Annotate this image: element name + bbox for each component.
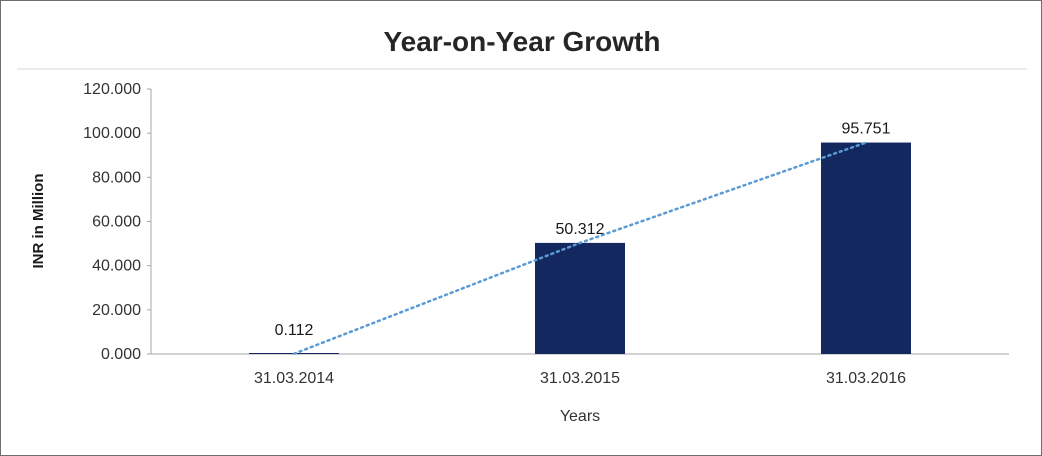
y-tick-label: 0.000 xyxy=(101,346,141,363)
bar-value-label: 50.312 xyxy=(556,221,605,238)
bar xyxy=(535,242,625,354)
x-tick-label: 31.03.2014 xyxy=(254,370,334,387)
y-tick-label: 80.000 xyxy=(92,169,141,186)
y-tick-label: 60.000 xyxy=(92,214,141,231)
plot-area: 0.000 20.000 40.000 60.000 80.000 100.000 120.… xyxy=(83,81,1009,387)
y-tick-label: 20.000 xyxy=(92,302,141,319)
x-tick-label: 31.03.2016 xyxy=(826,370,906,387)
bar xyxy=(821,142,911,354)
x-tick-label: 31.03.2015 xyxy=(540,370,620,387)
y-axis-title: INR in Million xyxy=(30,174,47,269)
y-tick-label: 40.000 xyxy=(92,258,141,275)
x-axis-title: Years xyxy=(560,408,600,425)
y-tick-label: 120.000 xyxy=(83,81,141,98)
chart-title: Year-on-Year Growth xyxy=(384,26,661,57)
y-tick-label: 100.000 xyxy=(83,125,141,142)
trend-line xyxy=(292,141,868,356)
bar-value-label: 0.112 xyxy=(275,322,314,339)
bar-value-label: 95.751 xyxy=(842,121,891,138)
